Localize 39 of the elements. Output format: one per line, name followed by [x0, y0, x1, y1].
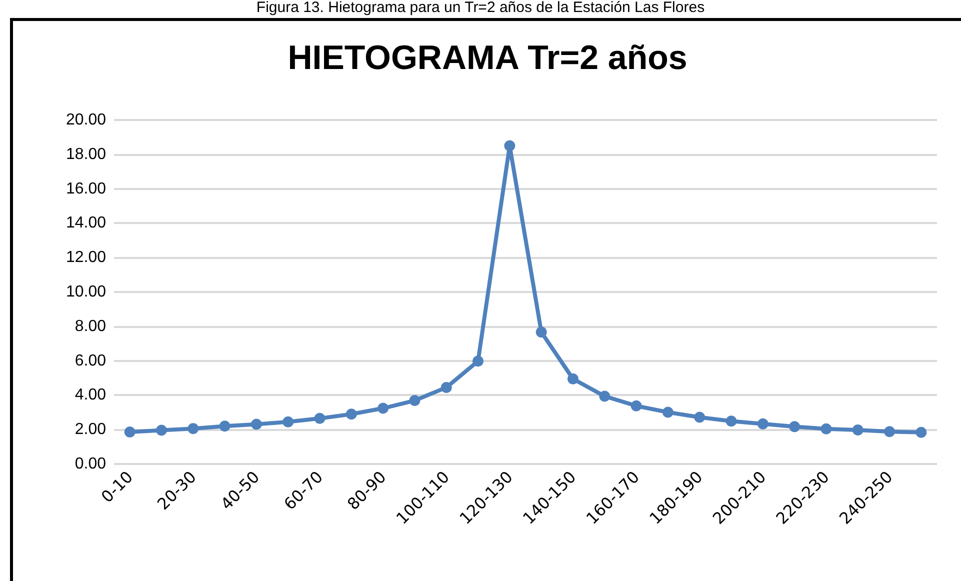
point [156, 424, 167, 436]
point [250, 418, 262, 430]
point [504, 140, 516, 152]
point [409, 395, 420, 406]
y-tick-label: 2.00 [74, 421, 106, 438]
point [124, 426, 136, 438]
y-tick-label: 6.00 [74, 352, 106, 370]
point [757, 418, 768, 430]
chart-title: HIETOGRAMA Tr=2 años [288, 39, 688, 77]
y-tick-label: 12.00 [66, 249, 106, 266]
point [378, 402, 389, 414]
text: Figura 13. Hietograma para un Tr=2 años de la Estación Las Flores [255, 0, 706, 16]
point [630, 400, 642, 412]
point [536, 326, 547, 338]
point [346, 408, 357, 420]
point [694, 412, 706, 423]
point [472, 356, 484, 367]
y-tick-label: 8.00 [74, 318, 106, 335]
point [440, 382, 452, 393]
point [599, 390, 610, 402]
point [567, 373, 578, 384]
point [789, 421, 800, 432]
y-tick-label: 16.00 [66, 180, 106, 198]
y-tick-label: 18.00 [66, 146, 106, 163]
point [662, 406, 674, 418]
point [314, 412, 326, 424]
y-tick-label: 10.00 [66, 284, 106, 300]
point [188, 423, 199, 434]
point [916, 426, 927, 438]
point [726, 416, 737, 427]
point [884, 426, 896, 438]
y-tick-label: 14.00 [66, 214, 106, 232]
point [820, 423, 832, 434]
point [852, 424, 864, 436]
point [219, 420, 230, 432]
y-tick-label: 0.00 [74, 456, 106, 472]
point [282, 416, 294, 428]
y-tick-label: 4.00 [74, 386, 106, 404]
y-tick-label: 20.00 [66, 112, 106, 128]
